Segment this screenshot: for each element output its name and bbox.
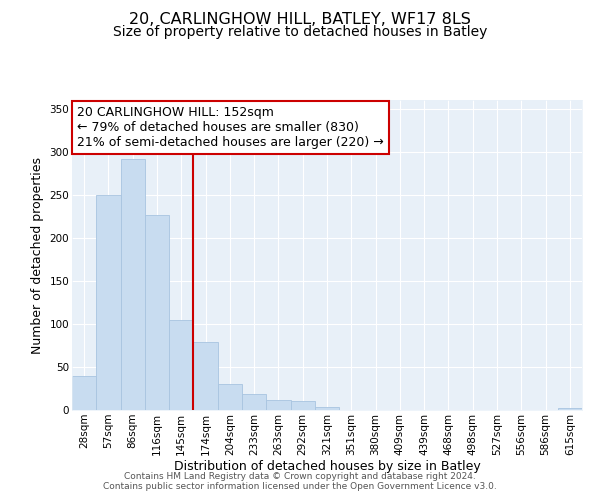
Text: Size of property relative to detached houses in Batley: Size of property relative to detached ho… (113, 25, 487, 39)
Bar (290, 402, 315, 410)
Bar (169, 320, 193, 410)
Bar (558, 408, 582, 410)
Bar (315, 406, 339, 410)
Text: 20, CARLINGHOW HILL, BATLEY, WF17 8LS: 20, CARLINGHOW HILL, BATLEY, WF17 8LS (129, 12, 471, 28)
Bar (242, 394, 266, 410)
Text: Contains HM Land Registry data © Crown copyright and database right 2024.: Contains HM Land Registry data © Crown c… (124, 472, 476, 481)
Bar (218, 384, 242, 410)
Bar (121, 160, 145, 410)
Bar (96, 194, 121, 410)
Text: Contains public sector information licensed under the Open Government Licence v3: Contains public sector information licen… (103, 482, 497, 491)
Text: 20 CARLINGHOW HILL: 152sqm
← 79% of detached houses are smaller (830)
21% of sem: 20 CARLINGHOW HILL: 152sqm ← 79% of deta… (77, 106, 384, 149)
Y-axis label: Number of detached properties: Number of detached properties (31, 156, 44, 354)
Bar (72, 376, 96, 410)
X-axis label: Distribution of detached houses by size in Batley: Distribution of detached houses by size … (173, 460, 481, 473)
Bar (145, 216, 169, 410)
Bar (266, 400, 290, 410)
Bar (193, 342, 218, 410)
